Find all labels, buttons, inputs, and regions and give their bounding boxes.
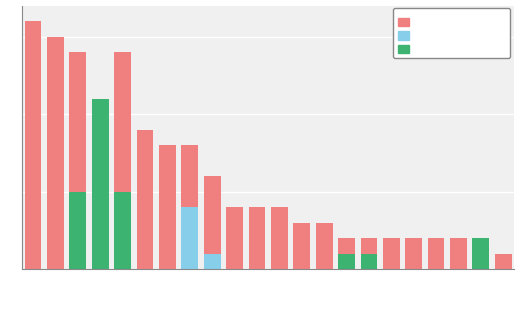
Bar — [495, 254, 512, 269]
Bar — [249, 207, 265, 269]
Bar — [92, 99, 109, 269]
Bar — [24, 21, 42, 269]
Bar — [360, 238, 378, 254]
Bar — [70, 52, 86, 192]
Bar — [70, 192, 86, 269]
Bar — [47, 37, 64, 269]
Bar — [316, 223, 332, 269]
Bar — [204, 254, 220, 269]
Bar — [360, 254, 378, 269]
Bar — [450, 238, 467, 269]
Bar — [271, 207, 288, 269]
Bar — [159, 145, 176, 269]
Bar — [226, 207, 243, 269]
Bar — [204, 176, 220, 254]
Bar — [383, 238, 400, 269]
Bar — [114, 52, 131, 192]
Bar — [137, 130, 153, 269]
Bar — [181, 145, 198, 207]
Bar — [338, 254, 355, 269]
Bar — [114, 192, 131, 269]
Bar — [338, 238, 355, 254]
Bar — [473, 238, 489, 269]
Bar — [427, 238, 445, 269]
Bar — [293, 223, 310, 269]
Bar — [181, 207, 198, 269]
Bar — [405, 238, 422, 269]
Legend: コピー数异常, 融合遣伝子, SNV/indel: コピー数异常, 融合遣伝子, SNV/indel — [393, 8, 510, 58]
